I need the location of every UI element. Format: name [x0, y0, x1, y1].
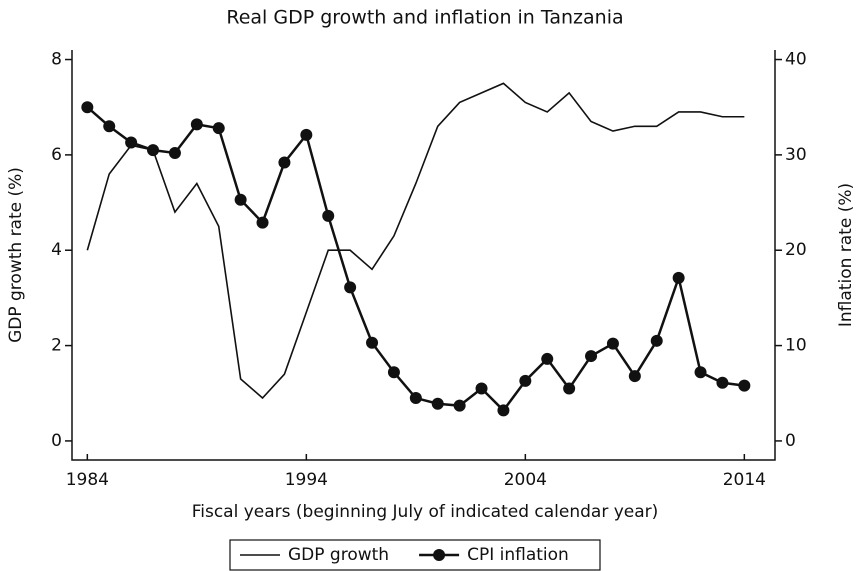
y-tick-label: 6 [51, 145, 62, 165]
y-tick-label: 4 [51, 240, 62, 260]
series-point [212, 122, 225, 135]
legend-marker [433, 549, 446, 561]
series-point [234, 193, 247, 206]
series-point [278, 156, 291, 169]
series-point [650, 334, 663, 347]
y2-axis-label: Inflation rate (%) [836, 183, 856, 327]
series-point [322, 209, 335, 222]
series-point [431, 397, 444, 410]
y-axis-label: GDP growth rate (%) [6, 167, 26, 343]
series-point [344, 281, 357, 294]
series-point [585, 350, 598, 363]
x-tick-label: 2004 [504, 470, 547, 490]
legend-label: GDP growth [288, 545, 389, 565]
series-point [716, 376, 729, 389]
x-tick-label: 2014 [723, 470, 766, 490]
series-point [168, 146, 181, 159]
series-point [81, 101, 94, 114]
series-point [541, 352, 554, 365]
series-point [125, 136, 138, 149]
series-point [453, 399, 466, 412]
axis-frame [71, 50, 776, 461]
y-tick-label: 0 [51, 431, 62, 451]
series-point [409, 392, 422, 405]
series-point [738, 379, 751, 392]
series-point [300, 128, 313, 141]
series-point [103, 120, 116, 133]
series-point [497, 404, 510, 417]
series-point [475, 382, 488, 395]
series-point [694, 366, 707, 379]
series-point [147, 144, 160, 157]
series-line [86, 82, 745, 400]
legend-box [229, 539, 601, 571]
legend-label: CPI inflation [467, 545, 569, 565]
series-point [256, 216, 269, 229]
series-point [387, 366, 400, 379]
x-tick-label: 1984 [66, 470, 109, 490]
series-line [86, 106, 745, 413]
y-tick-label: 2 [51, 336, 62, 356]
x-axis-label: Fiscal years (beginning July of indicate… [192, 502, 659, 522]
series-point [366, 336, 379, 349]
y2-tick-label: 30 [785, 145, 807, 165]
y2-tick-label: 40 [785, 50, 807, 70]
y2-tick-label: 10 [785, 336, 807, 356]
y2-tick-label: 20 [785, 240, 807, 260]
y2-tick-label: 0 [785, 431, 796, 451]
series-point [190, 118, 203, 131]
y-tick-label: 8 [51, 50, 62, 70]
series-point [628, 370, 641, 383]
chart-title: Real GDP growth and inflation in Tanzani… [226, 7, 623, 29]
series-point [672, 271, 685, 284]
series-point [519, 374, 532, 387]
series-point [563, 382, 576, 395]
series-point [606, 337, 619, 350]
x-tick-label: 1994 [285, 470, 328, 490]
